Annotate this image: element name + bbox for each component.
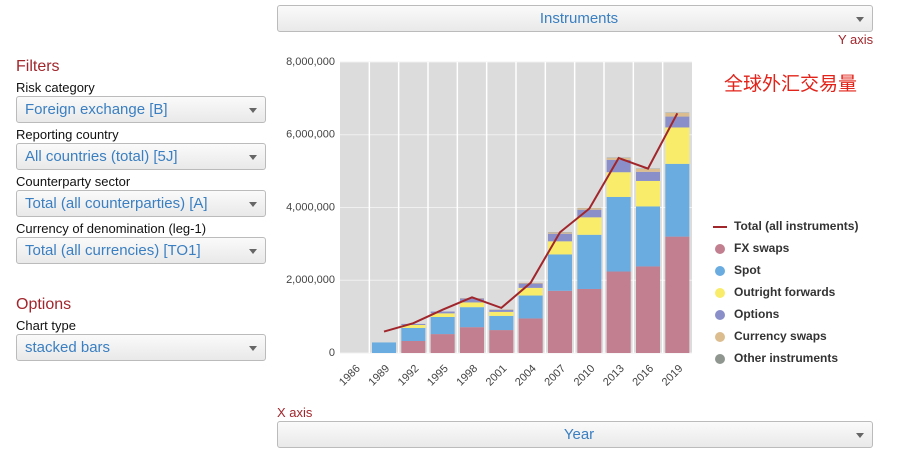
x-tick-label: 2016 [630, 363, 656, 389]
x-axis-label: X axis [277, 405, 313, 420]
filter-dropdown[interactable]: Total (all currencies) [TO1] [16, 237, 266, 264]
bar-segment [460, 302, 484, 308]
bar-segment [606, 172, 631, 197]
y-tick-label: 0 [329, 347, 335, 359]
bar-segment [665, 116, 690, 128]
bar-segment [636, 171, 660, 181]
bar-segment [577, 234, 602, 289]
legend-swatch [715, 354, 725, 364]
bar-segment [548, 254, 572, 291]
bar-segment [548, 241, 572, 255]
x-tick-label: 2007 [542, 363, 568, 389]
y-axis-label: Y axis [838, 32, 874, 47]
bar-segment [489, 315, 514, 331]
bar-segment [460, 298, 484, 303]
legend-label: Total (all instruments) [734, 219, 858, 233]
options-title: Options [16, 296, 72, 313]
filter-dropdown[interactable]: All countries (total) [5J] [16, 143, 266, 170]
x-tick-label: 1998 [454, 363, 480, 389]
x-tick-label: 1995 [425, 363, 451, 389]
field-label: Reporting country [16, 127, 119, 142]
bar-segment [518, 318, 543, 353]
y-tick-label: 4,000,000 [286, 201, 335, 213]
legend-swatch [715, 244, 725, 254]
field-label: Counterparty sector [16, 174, 131, 189]
bar-segment [665, 127, 690, 164]
legend-label: Outright forwards [734, 285, 836, 299]
bar-segment [401, 324, 426, 328]
filter-dropdown[interactable]: Total (all counterparties) [A] [16, 190, 266, 217]
legend-swatch [715, 266, 725, 276]
bar-segment [577, 288, 602, 353]
legend-swatch [715, 332, 725, 342]
field-label: Currency of denomination (leg-1) [16, 221, 207, 236]
bar-segment [606, 196, 631, 272]
legend-label: Other instruments [734, 351, 838, 365]
bar-segment [665, 163, 690, 237]
x-tick-label: 2010 [572, 363, 598, 389]
bar-segment [401, 340, 426, 353]
legend-swatch [715, 288, 725, 298]
x-tick-label: 1992 [396, 363, 422, 389]
legend-swatch [715, 310, 725, 320]
chart-title: 全球外汇交易量 [724, 73, 857, 95]
legend-label: Options [734, 307, 780, 321]
legend-label: Spot [734, 263, 761, 277]
x-tick-label: 2001 [484, 363, 510, 389]
bar-segment [577, 217, 602, 235]
bar-segment [430, 311, 455, 314]
bar-segment [577, 209, 602, 218]
bar-segment [401, 327, 426, 341]
bar-segment [430, 316, 455, 335]
chart-type-dropdown[interactable]: stacked bars [16, 334, 266, 361]
bar-segment [636, 168, 660, 172]
bar-segment [606, 271, 631, 353]
field-label: Risk category [16, 80, 95, 95]
filters-title: Filters [16, 58, 60, 75]
bar-segment [518, 295, 543, 319]
legend-label: FX swaps [734, 241, 790, 255]
y-dropdown[interactable]: Instruments [277, 5, 873, 32]
field-label: Chart type [16, 318, 76, 333]
x-tick-label: 2013 [601, 363, 627, 389]
x-tick-label: 2004 [513, 363, 539, 389]
total-line [383, 112, 679, 333]
bar-segment [489, 311, 514, 316]
bar-segment [548, 233, 572, 242]
y-tick-label: 8,000,000 [286, 56, 335, 68]
bar-segment [372, 342, 396, 353]
bar-segment [489, 330, 514, 353]
bar-segment [460, 327, 484, 353]
x-tick-label: 2019 [660, 363, 686, 389]
bar-segment [636, 266, 660, 353]
bar-segment [636, 180, 660, 207]
bar-segment [665, 236, 690, 353]
bar-segment [636, 206, 660, 267]
bar-segment [548, 290, 572, 353]
y-tick-label: 2,000,000 [286, 274, 335, 286]
bar-segment [430, 313, 455, 317]
x-dropdown[interactable]: Year [277, 421, 873, 448]
x-tick-label: 1986 [337, 363, 363, 389]
bar-segment [460, 307, 484, 328]
bar-segment [401, 323, 426, 325]
bar-segment [430, 334, 455, 353]
filter-dropdown[interactable]: Foreign exchange [B] [16, 96, 266, 123]
legend-label: Currency swaps [734, 329, 827, 343]
bar-segment [489, 309, 514, 312]
bar-segment [518, 287, 543, 296]
bar-segment [518, 283, 543, 288]
y-tick-label: 6,000,000 [286, 129, 335, 141]
x-tick-label: 1989 [366, 363, 392, 389]
